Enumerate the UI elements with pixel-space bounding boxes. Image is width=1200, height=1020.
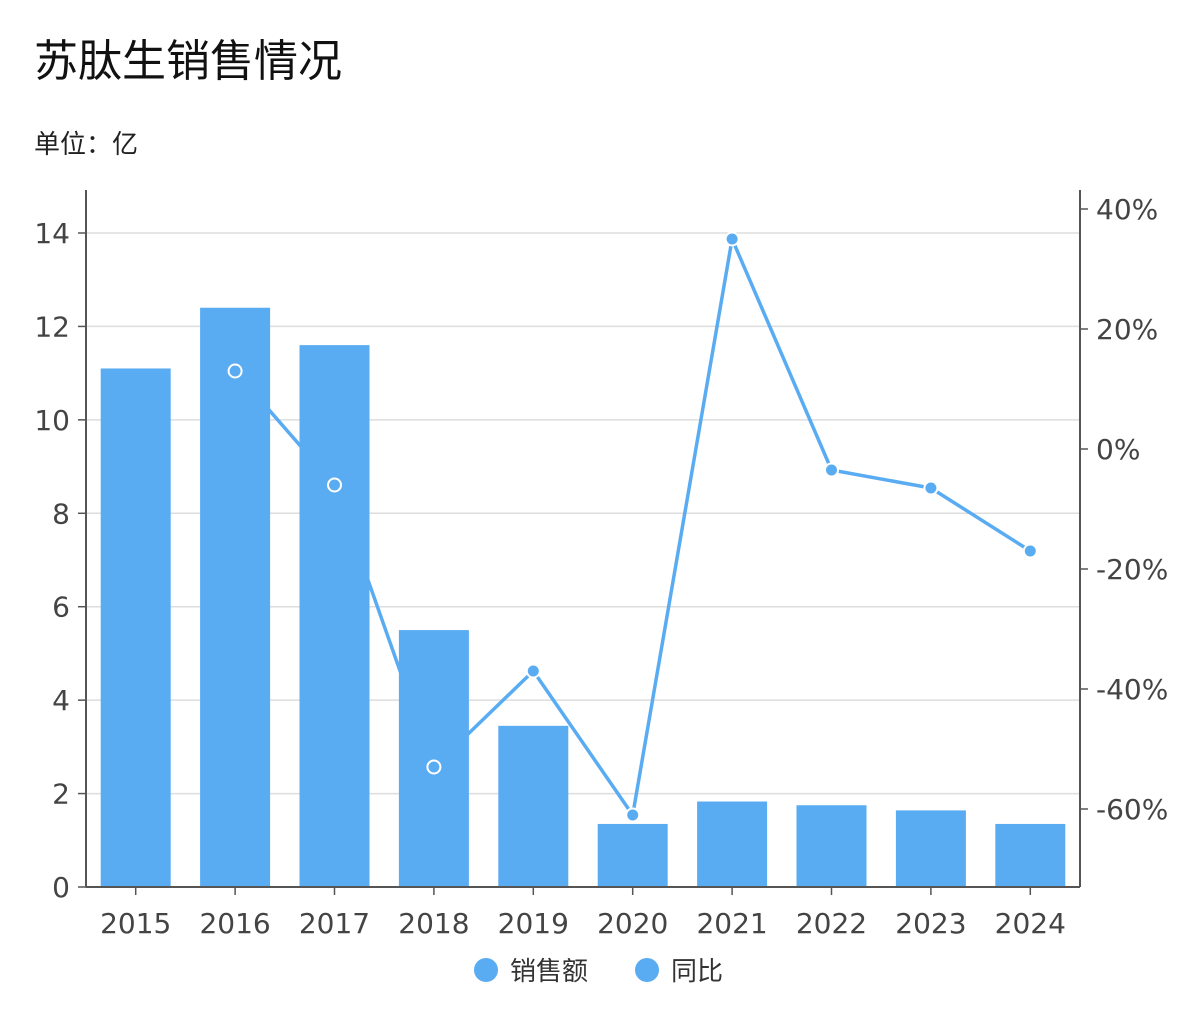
x-tick-label: 2021 <box>696 907 767 940</box>
legend-marker <box>635 958 659 982</box>
x-tick-label: 2018 <box>398 907 469 940</box>
right-tick-label: -60% <box>1096 793 1168 826</box>
x-tick-label: 2023 <box>895 907 966 940</box>
right-tick-label: -40% <box>1096 673 1168 706</box>
left-tick-label: 12 <box>34 310 70 343</box>
x-tick-label: 2019 <box>498 907 569 940</box>
bar-layer <box>100 307 1066 888</box>
axis-layer: 0 2 4 6 8 10 12 14 -60% -40% -20% 0% 20% 40% 2015 2016 2… <box>34 190 1168 940</box>
left-tick-label: 0 <box>52 871 70 904</box>
left-tick-label: 4 <box>52 684 70 717</box>
bar <box>498 725 569 887</box>
yoy-point <box>227 363 243 379</box>
yoy-point <box>625 807 641 823</box>
x-tick-label: 2017 <box>299 907 370 940</box>
right-tick-label: 40% <box>1096 193 1158 226</box>
chart-title: 苏肽生销售情况 <box>34 36 342 87</box>
x-tick-label: 2022 <box>796 907 867 940</box>
right-tick-label: 0% <box>1096 433 1140 466</box>
left-tick-label: 14 <box>34 217 70 250</box>
yoy-point <box>525 663 541 679</box>
legend-marker <box>474 958 498 982</box>
bar <box>597 823 668 887</box>
yoy-point <box>824 462 839 478</box>
right-tick-label: 20% <box>1096 313 1158 346</box>
line-layer <box>227 231 1038 823</box>
yoy-point <box>1022 543 1038 559</box>
bar <box>895 810 966 887</box>
legend-label: 销售额 <box>510 957 588 987</box>
bar <box>100 368 171 887</box>
x-tick-label: 2020 <box>597 907 668 940</box>
right-tick-label: -20% <box>1096 553 1168 586</box>
left-tick-label: 10 <box>34 404 70 437</box>
bar <box>796 805 867 887</box>
yoy-point <box>426 759 442 775</box>
bar <box>995 823 1066 887</box>
left-tick-label: 6 <box>52 591 70 624</box>
yoy-point <box>724 231 740 247</box>
legend-label: 同比 <box>671 957 723 987</box>
x-tick-label: 2015 <box>100 907 171 940</box>
bar <box>398 630 469 887</box>
x-tick-label: 2024 <box>995 907 1066 940</box>
left-tick-label: 8 <box>52 497 70 530</box>
unit-label: 单位：亿 <box>34 130 139 160</box>
x-tick-label: 2016 <box>199 907 270 940</box>
yoy-point <box>327 477 342 493</box>
left-tick-label: 2 <box>52 778 70 811</box>
bar <box>697 801 768 887</box>
bar <box>200 307 271 887</box>
yoy-point <box>923 480 939 496</box>
bar <box>299 345 370 888</box>
legend: 销售额 同比 <box>474 957 723 987</box>
